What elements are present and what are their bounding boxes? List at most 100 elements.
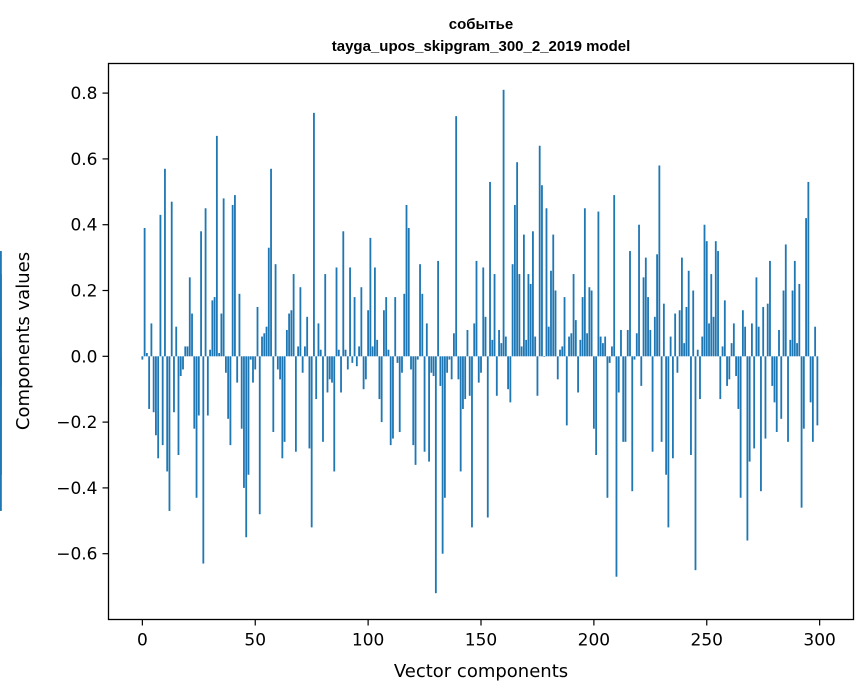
bar (816, 356, 819, 426)
bar (152, 356, 155, 413)
bar (773, 356, 776, 403)
bar (360, 287, 363, 357)
bar (703, 224, 706, 357)
bar (419, 264, 421, 357)
bar (383, 310, 385, 357)
bar (362, 356, 365, 390)
bar (710, 274, 713, 357)
bar (173, 356, 175, 413)
bar (310, 356, 313, 528)
bar (407, 228, 410, 357)
bar (588, 287, 591, 357)
bar (748, 356, 751, 462)
bar (161, 356, 164, 446)
bar (784, 244, 787, 357)
bar (335, 267, 338, 357)
bar (215, 135, 218, 357)
bar (520, 346, 523, 357)
bar (723, 300, 726, 357)
bar (256, 306, 259, 357)
bar (602, 343, 604, 357)
bar (164, 168, 166, 357)
bar (793, 260, 796, 357)
bar (448, 356, 451, 360)
bar (486, 356, 489, 518)
bar (547, 326, 550, 357)
bar (771, 356, 774, 386)
y-axis-label: Components values (13, 252, 34, 430)
bar (681, 257, 683, 357)
bar (491, 339, 494, 357)
bar (364, 356, 367, 380)
bar (367, 310, 370, 357)
bar (651, 356, 654, 452)
bar (746, 356, 749, 541)
bar (694, 356, 697, 571)
bar (371, 346, 374, 357)
bar (728, 356, 731, 380)
bar (814, 326, 817, 357)
bar (0, 251, 2, 357)
bar (328, 356, 331, 380)
bar (297, 346, 300, 357)
bar (527, 274, 530, 357)
bar (315, 356, 318, 400)
bar (545, 208, 548, 357)
bar (640, 356, 643, 386)
bar (292, 274, 295, 357)
bar (683, 343, 686, 357)
bar (148, 356, 151, 409)
plot-frame (107, 62, 855, 621)
bar (687, 270, 690, 357)
bar (699, 356, 701, 400)
bar (732, 323, 735, 357)
bar (570, 333, 573, 357)
bar (762, 306, 765, 357)
bar (306, 316, 309, 357)
bar (186, 346, 189, 357)
bar (809, 356, 812, 403)
bar (565, 356, 568, 426)
bar (453, 333, 455, 357)
bar (498, 329, 500, 357)
bar (766, 303, 769, 357)
bar (405, 204, 408, 357)
bar (425, 323, 428, 357)
bar (283, 356, 286, 442)
bar (751, 323, 753, 357)
bar (755, 277, 758, 357)
bar (392, 356, 394, 439)
bar (450, 356, 453, 380)
bar (787, 356, 789, 442)
bar (410, 356, 412, 370)
bar (177, 356, 180, 455)
bar (304, 346, 306, 357)
bar (480, 356, 482, 373)
bar (534, 336, 537, 357)
bar (200, 231, 202, 357)
bar (234, 195, 236, 357)
bar (789, 339, 792, 357)
bar (398, 356, 401, 432)
bar (224, 356, 227, 373)
bar (157, 356, 160, 459)
bar (796, 343, 798, 357)
bar (658, 165, 661, 357)
bar (802, 356, 805, 429)
bar (649, 329, 652, 357)
bar (267, 247, 270, 357)
bar (665, 356, 668, 475)
bar (559, 349, 561, 357)
bar (263, 333, 266, 357)
bar (462, 356, 464, 409)
bar (229, 356, 232, 446)
bar (252, 356, 254, 383)
bar (807, 181, 810, 357)
bar (238, 293, 241, 357)
bar (184, 346, 187, 357)
y-tick-label: 0.2 (70, 282, 97, 302)
bar (532, 231, 534, 357)
bar (209, 349, 211, 357)
bar (629, 251, 631, 357)
